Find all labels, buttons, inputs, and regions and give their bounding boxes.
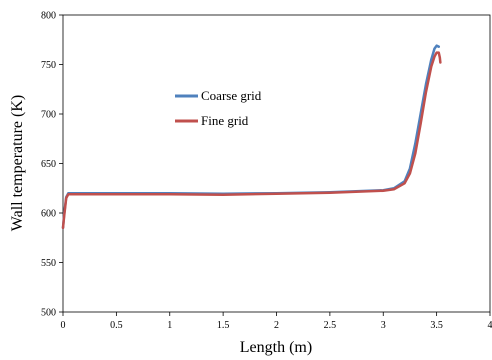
plot-area xyxy=(62,14,491,313)
y-tick-label-3: 650 xyxy=(41,159,56,170)
series-lines xyxy=(61,44,442,230)
x-tick-label-5: 2.5 xyxy=(324,320,337,331)
x-axis-ticks: 0 0.5 1 1.5 2 2.5 3 3.5 4 xyxy=(61,312,492,331)
y-axis-title: Wall temperature (K) xyxy=(9,95,26,231)
x-tick-label-8: 4 xyxy=(488,320,492,331)
x-tick-label-7: 3.5 xyxy=(430,320,443,331)
legend: Coarse grid Fine grid xyxy=(175,88,262,128)
y-tick-label-5: 750 xyxy=(41,60,56,71)
series-line-fine-grid xyxy=(61,51,442,230)
y-tick-label-4: 700 xyxy=(41,110,56,121)
legend-label-coarse-grid: Coarse grid xyxy=(201,88,262,103)
y-tick-label-6: 800 xyxy=(41,11,56,22)
x-tick-label-1: 0.5 xyxy=(110,320,123,331)
x-tick-label-4: 2 xyxy=(274,320,279,331)
x-tick-label-0: 0 xyxy=(61,320,66,331)
x-tick-label-3: 1.5 xyxy=(217,320,230,331)
x-tick-label-6: 3 xyxy=(381,320,386,331)
x-axis-title: Length (m) xyxy=(240,339,312,356)
y-axis-ticks: 500 550 600 650 700 750 800 xyxy=(41,11,63,319)
y-tick-label-2: 600 xyxy=(41,209,56,220)
x-tick-label-2: 1 xyxy=(167,320,172,331)
legend-label-fine-grid: Fine grid xyxy=(201,113,249,128)
y-tick-label-0: 500 xyxy=(41,308,56,319)
y-tick-label-1: 550 xyxy=(41,258,56,269)
